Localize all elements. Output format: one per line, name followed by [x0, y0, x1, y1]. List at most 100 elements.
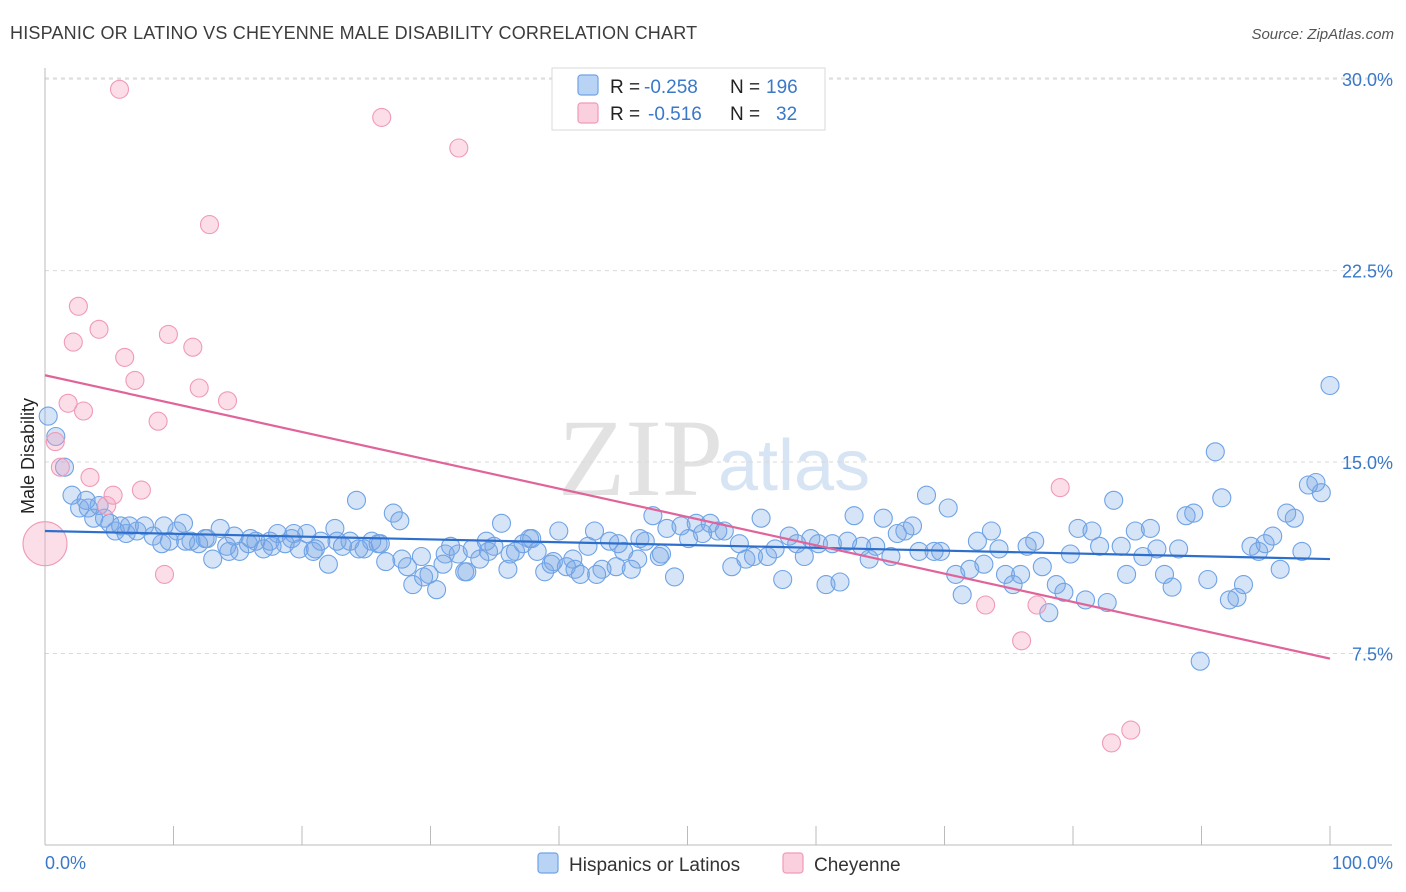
hispanic-point	[349, 539, 369, 559]
hispanic-point	[1249, 541, 1269, 561]
hispanic-point	[693, 523, 713, 544]
cheyenne-point	[89, 319, 109, 339]
cheyenne-point	[217, 391, 238, 411]
hispanic-point	[1198, 569, 1218, 590]
hispanic-point	[981, 521, 1001, 541]
y-tick-label-1: 15.0%	[1342, 453, 1393, 473]
cheyenne-point	[1050, 478, 1070, 498]
hispanic-point	[1263, 526, 1283, 546]
cheyenne-point	[976, 595, 996, 615]
hispanic-point	[909, 541, 929, 561]
hispanic-point	[346, 490, 367, 510]
grid-lines	[45, 77, 1392, 655]
cheyenne-point	[148, 411, 168, 431]
legend-swatch-hispanic	[537, 852, 559, 874]
hispanic-point	[159, 531, 179, 551]
hispanic-point	[78, 498, 98, 518]
hispanic-point	[565, 559, 585, 579]
hispanic-point	[995, 564, 1016, 584]
hispanic-point	[1184, 503, 1204, 523]
hispanic-point	[1011, 564, 1031, 584]
hispanic-point	[376, 552, 396, 572]
hispanic-point	[587, 564, 607, 584]
cheyenne-point	[80, 467, 100, 487]
chart-title: HISPANIC OR LATINO VS CHEYENNE MALE DISA…	[10, 23, 697, 43]
hispanic-point	[390, 511, 410, 531]
hispanic-point	[1097, 592, 1117, 613]
hispanic-point	[1111, 536, 1131, 556]
cheyenne-point	[131, 480, 151, 500]
hispanic-point	[411, 546, 431, 567]
hispanic-n-label: N =	[730, 77, 760, 98]
hispanic-point	[219, 541, 239, 561]
cheyenne-r-value: -0.516	[648, 104, 702, 125]
hispanic-point	[419, 564, 439, 584]
stats-legend-row-cheyenne: R = -0.516 N = 32	[577, 102, 797, 125]
hispanic-point	[1311, 483, 1331, 503]
hispanic-point	[543, 552, 563, 572]
hispanic-point	[1255, 534, 1275, 554]
hispanic-point	[887, 523, 907, 544]
hispanic-point	[967, 531, 987, 551]
hispanic-point	[794, 546, 814, 567]
hispanic-point	[448, 544, 468, 564]
hispanic-point	[1219, 590, 1239, 610]
hispanic-point	[1169, 539, 1189, 559]
watermark-zip: ZIP	[558, 397, 723, 519]
hispanic-point	[154, 516, 174, 536]
hispanic-point	[1292, 541, 1312, 561]
series-legend: Hispanics or Latinos Cheyenne	[537, 852, 901, 876]
cheyenne-point	[199, 215, 220, 235]
hispanic-point	[392, 549, 412, 569]
hispanic-point	[289, 539, 309, 559]
cheyenne-point	[1121, 720, 1141, 740]
hispanic-point	[621, 559, 641, 579]
hispanic-point	[318, 554, 338, 574]
hispanic-point	[1068, 518, 1088, 538]
cheyenne-point	[1101, 733, 1122, 753]
hispanic-point	[305, 539, 325, 559]
cheyenne-point	[73, 401, 94, 421]
y-axis-label: Male Disability	[18, 398, 38, 514]
hispanic-n-value: 196	[766, 77, 798, 98]
hispanic-point	[197, 529, 217, 549]
hispanic-point	[457, 562, 477, 582]
hispanic-point	[1147, 539, 1167, 559]
hispanic-point	[284, 523, 304, 544]
hispanic-point	[1032, 557, 1052, 577]
hispanic-point	[541, 554, 561, 574]
hispanic-point	[500, 544, 520, 564]
series-cheyenne-points	[22, 79, 1141, 753]
y-tick-label-3: 30.0%	[1342, 70, 1393, 90]
hispanic-point	[1039, 603, 1059, 623]
hispanic-point	[498, 559, 518, 579]
hispanic-point	[54, 457, 75, 477]
hispanic-point	[1190, 651, 1210, 671]
chart-source: Source: ZipAtlas.com	[1251, 26, 1394, 43]
cheyenne-point	[449, 138, 469, 158]
hispanic-point	[203, 549, 223, 569]
hispanic-point	[635, 531, 655, 551]
hispanic-point	[938, 498, 958, 518]
hispanic-point	[414, 567, 434, 587]
hispanic-point	[38, 406, 58, 426]
cheyenne-point	[1027, 595, 1047, 615]
cheyenne-point	[58, 393, 78, 413]
hispanic-point	[916, 485, 937, 505]
cheyenne-r-label: R =	[610, 104, 640, 125]
hispanic-point	[173, 513, 194, 533]
hispanic-point	[816, 575, 836, 595]
axes	[44, 68, 1392, 846]
hispanic-point	[327, 531, 347, 551]
cheyenne-point	[1012, 631, 1032, 651]
hispanic-point	[989, 539, 1009, 559]
hispanic-point	[1176, 506, 1196, 526]
cheyenne-point	[45, 432, 65, 452]
hispanic-point	[664, 567, 685, 587]
cheyenne-point	[125, 370, 145, 390]
legend-label-hispanic: Hispanics or Latinos	[569, 855, 740, 876]
hispanic-r-label: R =	[610, 77, 640, 98]
hispanic-point	[1205, 442, 1225, 462]
cheyenne-point	[97, 495, 117, 516]
hispanic-point	[1104, 490, 1124, 510]
